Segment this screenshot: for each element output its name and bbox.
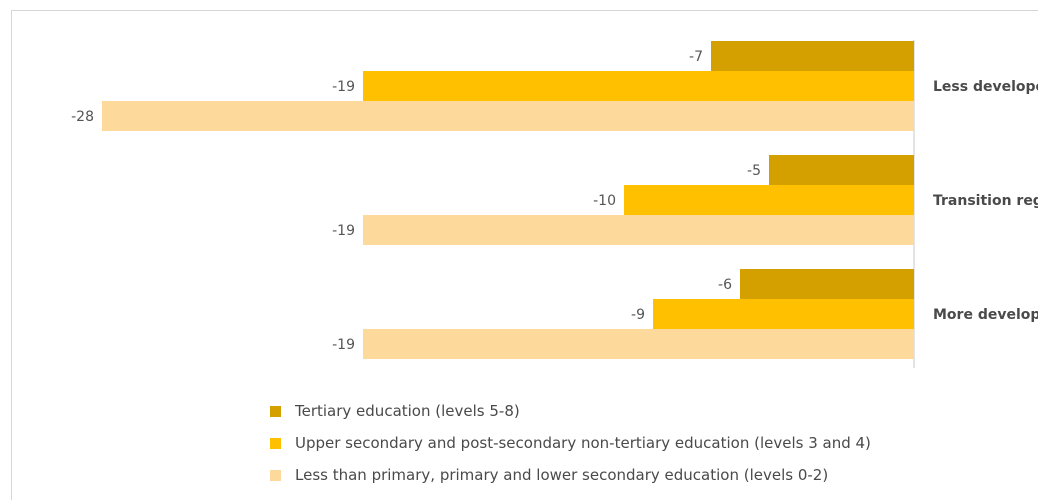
data-label: -19: [332, 337, 355, 353]
bar-lower-secondary: [102, 101, 914, 131]
legend-item-upper-secondary: Upper secondary and post-secondary non-t…: [270, 427, 871, 459]
labels-group: -7 -19 -28 Less developed regions -5 -10 -19 Tr…: [71, 49, 1038, 353]
bar-upper-secondary: [624, 185, 914, 215]
data-label: -28: [71, 109, 94, 125]
legend-item-tertiary: Tertiary education (levels 5-8): [270, 395, 871, 427]
data-label: -9: [631, 307, 645, 323]
category-label: More developed regions: [933, 307, 1038, 323]
data-label: -19: [332, 223, 355, 239]
legend-item-lower-secondary: Less than primary, primary and lower sec…: [270, 459, 871, 491]
legend-swatch: [270, 405, 281, 417]
legend-label: Upper secondary and post-secondary non-t…: [295, 434, 871, 452]
data-label: -7: [689, 49, 703, 65]
category-label: Less developed regions: [933, 79, 1038, 95]
bar-lower-secondary: [363, 215, 914, 245]
chart-frame: [11, 10, 1038, 500]
legend-swatch: [270, 469, 281, 481]
data-label: -19: [332, 79, 355, 95]
legend-swatch: [270, 437, 281, 449]
bars-group: [102, 41, 914, 359]
legend-label: Less than primary, primary and lower sec…: [295, 466, 829, 484]
bar-tertiary: [711, 41, 914, 71]
bar-upper-secondary: [363, 71, 914, 101]
bar-tertiary: [769, 155, 914, 185]
bar-chart: -7 -19 -28 Less developed regions -5 -10 -19 Tr…: [71, 40, 1038, 368]
data-label: -5: [747, 163, 761, 179]
data-label: -6: [718, 277, 732, 293]
data-label: -10: [593, 193, 616, 209]
legend-label: Tertiary education (levels 5-8): [295, 402, 520, 420]
bar-lower-secondary: [363, 329, 914, 359]
bar-tertiary: [740, 269, 914, 299]
bar-upper-secondary: [653, 299, 914, 329]
legend: Tertiary education (levels 5-8) Upper se…: [270, 395, 871, 491]
category-label: Transition regions: [933, 193, 1038, 209]
